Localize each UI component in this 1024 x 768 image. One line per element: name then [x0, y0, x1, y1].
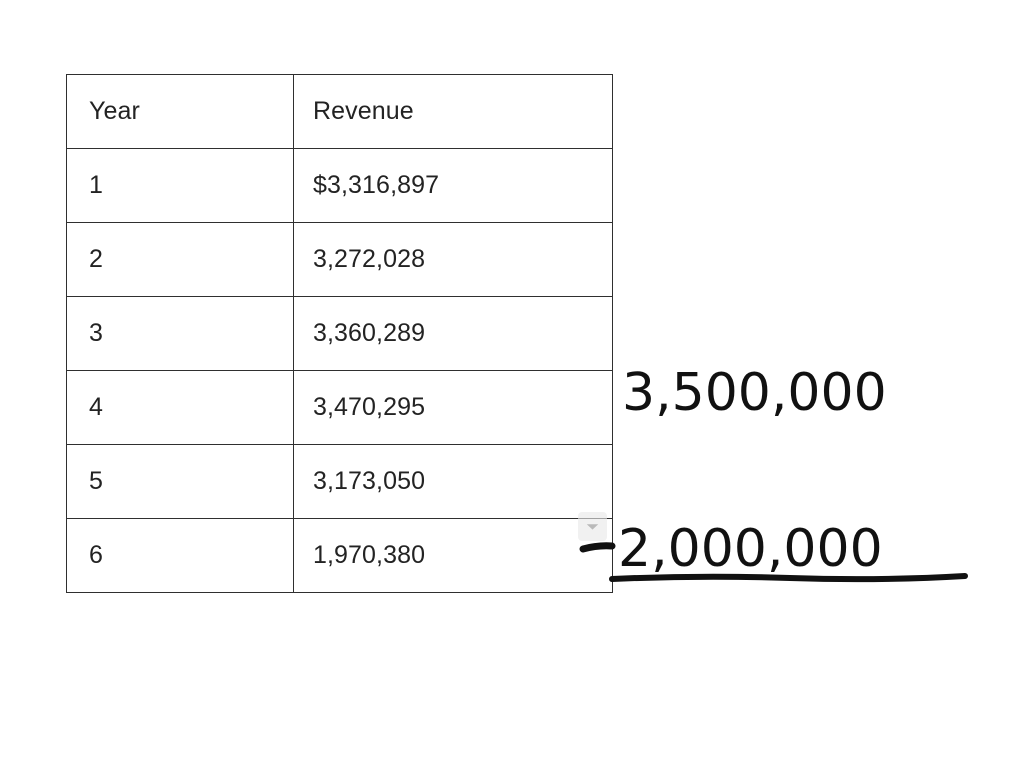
cell-revenue: 3,272,028 — [293, 222, 613, 297]
cell-revenue: 3,470,295 — [293, 370, 613, 445]
handwritten-subtrahend: 2,000,000 — [618, 519, 883, 579]
table-row: 1 $3,316,897 — [66, 148, 613, 223]
handwritten-minuend: 3,500,000 — [622, 363, 887, 423]
cell-year: 6 — [66, 518, 294, 593]
cell-year: 3 — [66, 296, 294, 371]
table-row: 6 1,970,380 — [66, 518, 613, 593]
chevron-down-icon[interactable] — [578, 512, 607, 541]
handwritten-rule — [609, 573, 968, 583]
revenue-table: Year Revenue 1 $3,316,897 2 3,272,028 3 … — [66, 74, 613, 593]
column-header-year: Year — [66, 74, 294, 149]
table-header-row: Year Revenue — [66, 74, 613, 149]
table-row: 2 3,272,028 — [66, 222, 613, 297]
cell-revenue: 1,970,380 — [293, 518, 613, 593]
cell-revenue: 3,360,289 — [293, 296, 613, 371]
column-header-revenue: Revenue — [293, 74, 613, 149]
cell-revenue: $3,316,897 — [293, 148, 613, 223]
cell-year: 5 — [66, 444, 294, 519]
cell-year: 4 — [66, 370, 294, 445]
cell-year: 2 — [66, 222, 294, 297]
cell-year: 1 — [66, 148, 294, 223]
table-row: 4 3,470,295 — [66, 370, 613, 445]
cell-revenue: 3,173,050 — [293, 444, 613, 519]
table-row: 3 3,360,289 — [66, 296, 613, 371]
table-row: 5 3,173,050 — [66, 444, 613, 519]
